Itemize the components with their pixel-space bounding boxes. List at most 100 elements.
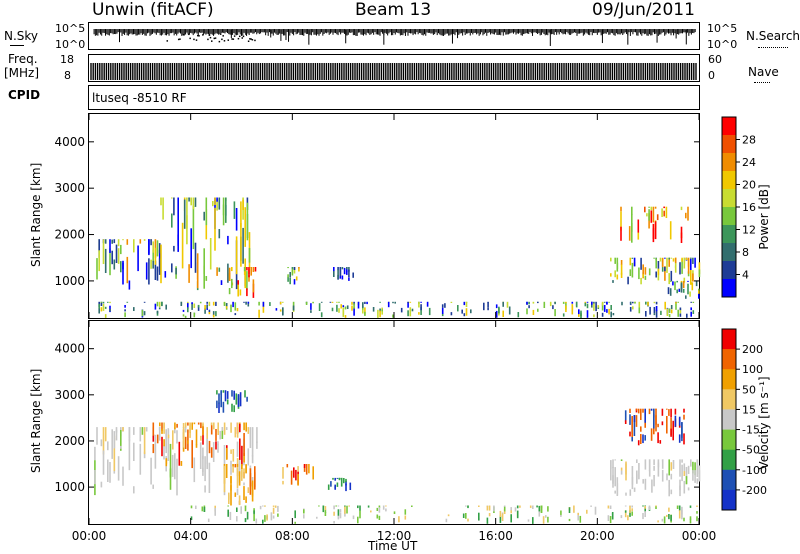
data-column — [692, 461, 694, 474]
data-column — [420, 304, 422, 311]
data-column — [575, 301, 578, 308]
data-column — [669, 221, 672, 240]
data-column — [607, 505, 610, 509]
data-column — [668, 308, 671, 313]
data-column — [303, 464, 306, 468]
data-column — [392, 301, 394, 304]
data-column — [382, 505, 385, 510]
data-column — [152, 241, 154, 253]
noise-sky-label: N.Sky — [4, 29, 39, 43]
data-column — [650, 210, 653, 223]
data-column — [571, 304, 574, 311]
data-column — [223, 302, 226, 306]
data-column — [640, 277, 642, 285]
data-column — [204, 456, 206, 482]
data-column — [364, 311, 366, 316]
data-column — [214, 197, 216, 205]
data-column — [624, 505, 627, 507]
data-column — [222, 390, 225, 393]
data-column — [228, 267, 231, 281]
data-column — [653, 301, 656, 304]
data-column — [677, 301, 679, 303]
data-column — [683, 408, 685, 413]
data-column — [560, 514, 562, 517]
data-column — [614, 459, 616, 461]
data-column — [642, 479, 644, 484]
data-column — [234, 313, 237, 316]
data-column — [279, 309, 282, 312]
data-column — [670, 489, 673, 495]
data-column — [335, 505, 337, 507]
data-column — [173, 197, 175, 216]
data-column — [253, 510, 255, 515]
data-column — [102, 450, 105, 475]
data-column — [608, 301, 610, 303]
data-column — [241, 464, 243, 481]
data-column — [345, 483, 347, 492]
data-column — [645, 301, 647, 305]
data-column — [690, 311, 692, 317]
colorbar-segment — [722, 261, 736, 280]
data-column — [291, 268, 294, 276]
data-column — [501, 513, 504, 521]
data-column — [216, 267, 218, 276]
data-column — [620, 264, 623, 275]
data-column — [230, 422, 232, 433]
data-column — [194, 197, 197, 207]
data-column — [698, 470, 701, 482]
data-column — [190, 505, 193, 509]
data-column — [378, 505, 381, 508]
data-column — [690, 257, 692, 270]
noise-tick-high-right: 10^5 — [707, 22, 738, 35]
data-column — [184, 427, 187, 433]
data-column — [510, 514, 512, 523]
data-column — [158, 301, 161, 307]
noise-search-point — [245, 33, 247, 35]
data-column — [503, 509, 506, 514]
data-column — [657, 462, 660, 477]
data-column — [353, 303, 355, 309]
data-column — [648, 213, 650, 229]
data-column — [420, 306, 422, 315]
data-column — [245, 301, 247, 305]
data-column — [245, 464, 247, 474]
data-column — [242, 199, 244, 210]
noise-search-point — [249, 38, 251, 40]
data-column — [194, 242, 197, 273]
data-column — [543, 301, 546, 305]
data-column — [394, 301, 396, 304]
data-column — [239, 423, 241, 432]
data-column — [499, 515, 502, 523]
data-column — [171, 197, 173, 199]
data-column — [236, 468, 239, 488]
data-column — [208, 462, 211, 493]
data-column — [614, 490, 616, 494]
data-column — [240, 223, 242, 267]
data-column — [150, 457, 152, 485]
data-column — [506, 301, 509, 308]
data-column — [542, 516, 545, 524]
data-column — [696, 516, 698, 522]
data-column — [691, 282, 694, 291]
data-column — [225, 305, 228, 309]
data-column — [154, 260, 157, 280]
data-column — [251, 427, 254, 457]
data-column — [340, 477, 343, 479]
data-column — [678, 510, 681, 519]
data-column — [243, 468, 245, 479]
data-column — [102, 239, 105, 264]
data-column — [343, 478, 345, 484]
data-column — [597, 305, 600, 308]
data-column — [230, 449, 232, 454]
data-column — [236, 458, 239, 465]
data-column — [668, 459, 670, 476]
data-column — [225, 464, 228, 478]
data-column — [674, 415, 677, 427]
data-column — [624, 410, 627, 422]
colorbar-tick-label: 15 — [742, 403, 756, 416]
data-column — [107, 301, 109, 303]
data-column — [342, 310, 345, 317]
data-column — [635, 408, 638, 411]
data-column — [488, 505, 491, 511]
data-column — [620, 470, 623, 475]
